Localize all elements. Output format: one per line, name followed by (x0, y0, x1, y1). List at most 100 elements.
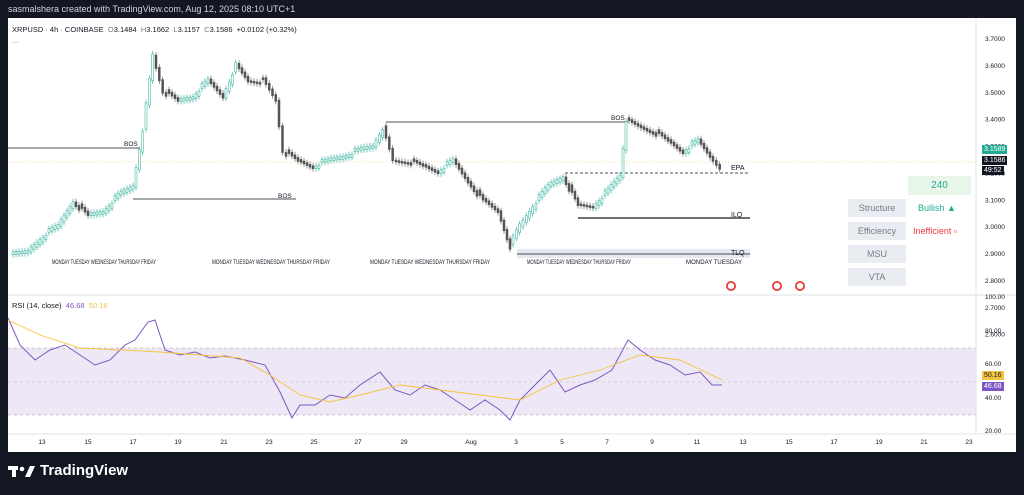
candle-body (110, 203, 114, 209)
time-tick-label: 15 (84, 439, 92, 446)
candle-body (381, 129, 384, 138)
candle-body (104, 207, 108, 214)
candle-body (314, 165, 318, 170)
rsi-axis[interactable]: 100.00 80.00 60.00 40.00 20.00 (985, 294, 1005, 435)
time-tick-label: 3 (514, 439, 518, 446)
legend-more-button[interactable]: ... (12, 36, 19, 45)
candle-body (624, 120, 628, 151)
candle-body (365, 146, 369, 150)
event-flag-icon[interactable] (795, 281, 805, 291)
candle-body (546, 184, 550, 191)
candle-body (484, 197, 488, 203)
bos-label-1: BOS (124, 141, 138, 148)
candle-body (515, 229, 518, 239)
open-value: 3.1484 (113, 25, 137, 34)
candle-body (264, 77, 268, 85)
candle-body (182, 97, 186, 102)
candle-body (439, 169, 443, 175)
candle-body (29, 246, 33, 253)
time-tick-label: 9 (650, 439, 654, 446)
candle-body (528, 210, 531, 219)
candle-body (308, 163, 312, 168)
price-tick-label: 2.8000 (985, 278, 1005, 285)
candle-body (194, 93, 198, 100)
candle-body (415, 159, 419, 164)
low-label: L (173, 25, 178, 34)
candle-body (261, 77, 265, 80)
symbol-legend[interactable]: XRPUSD · 4h · COINBASE O3.1484 H3.1662 L… (12, 25, 297, 34)
candle-body (89, 212, 93, 217)
candle-body (642, 126, 646, 130)
tradingview-logo[interactable]: TradingView (8, 462, 128, 479)
structure-value: Bullish ▲ (918, 203, 956, 213)
rsi-band (8, 348, 976, 415)
tlq-zone[interactable] (517, 249, 750, 258)
candle-body (47, 228, 51, 233)
candle-body (699, 138, 703, 145)
candle-body (708, 151, 712, 158)
epa-label: EPA (731, 165, 745, 172)
candle-body (666, 137, 670, 142)
rsi-tick-label: 80.00 (985, 328, 1002, 335)
candle-body (433, 168, 437, 173)
candle-body (639, 124, 643, 129)
candle-body (582, 204, 586, 207)
candle-body (338, 156, 342, 160)
efficiency-cell: Efficiency (848, 222, 906, 240)
candle-body (74, 201, 78, 208)
candle-body (240, 67, 244, 74)
candle-body (32, 244, 36, 250)
tlq-label: TLQ (731, 250, 745, 257)
close-value: 3.1586 (209, 25, 233, 34)
candle-body (170, 91, 174, 97)
candle-body (525, 215, 528, 223)
candle-body (633, 121, 637, 125)
candle-body (603, 190, 607, 196)
candle-body (68, 205, 72, 214)
price-tick-label: 2.9000 (985, 251, 1005, 258)
candle-body (705, 147, 709, 154)
time-tick-label: 19 (174, 439, 182, 446)
candle-body (409, 162, 413, 166)
time-tick-label: 5 (560, 439, 564, 446)
candle-body (161, 79, 164, 94)
candle-body (487, 200, 491, 206)
candle-body (268, 82, 271, 91)
candle-body (144, 102, 148, 130)
candle-body (296, 157, 300, 162)
candle-body (287, 149, 291, 154)
candle-body (191, 96, 195, 101)
time-tick-label: 17 (830, 439, 838, 446)
candle-body (368, 145, 372, 150)
candle-body (125, 188, 129, 193)
price-tick-label: 2.7000 (985, 305, 1005, 312)
candle-body (490, 203, 494, 208)
candle-body (277, 99, 281, 128)
rsi-legend[interactable]: RSI (14, close) 46.68 50.16 (12, 301, 108, 310)
candle-body (17, 251, 21, 255)
candle-body (359, 146, 363, 151)
rsi-tag: 46.68 (982, 382, 1004, 391)
candle-body (65, 210, 69, 218)
time-tick-label: 23 (265, 439, 273, 446)
price-tick-label: 3.6000 (985, 63, 1005, 70)
candle-body (332, 157, 336, 161)
time-tick-label: 15 (785, 439, 793, 446)
time-axis[interactable]: 13 15 17 19 21 23 25 27 29 Aug 3 5 7 9 11 13 15 17 19 21 23 (38, 439, 973, 446)
candle-body (457, 163, 461, 170)
symbol-name: XRPUSD · 4h · COINBASE (12, 25, 104, 34)
price-pane[interactable] (8, 18, 976, 293)
candle-body (481, 193, 485, 201)
event-flag-icon[interactable] (772, 281, 782, 291)
candle-body (311, 165, 315, 170)
candlestick-series[interactable] (11, 50, 721, 258)
candle-body (151, 53, 154, 82)
candle-body (505, 229, 509, 241)
candle-body (95, 211, 99, 216)
candle-body (567, 183, 571, 192)
candle-body (454, 158, 458, 166)
price-tick-label: 3.5000 (985, 90, 1005, 97)
event-flag-icon[interactable] (726, 281, 736, 291)
candle-body (493, 205, 497, 211)
